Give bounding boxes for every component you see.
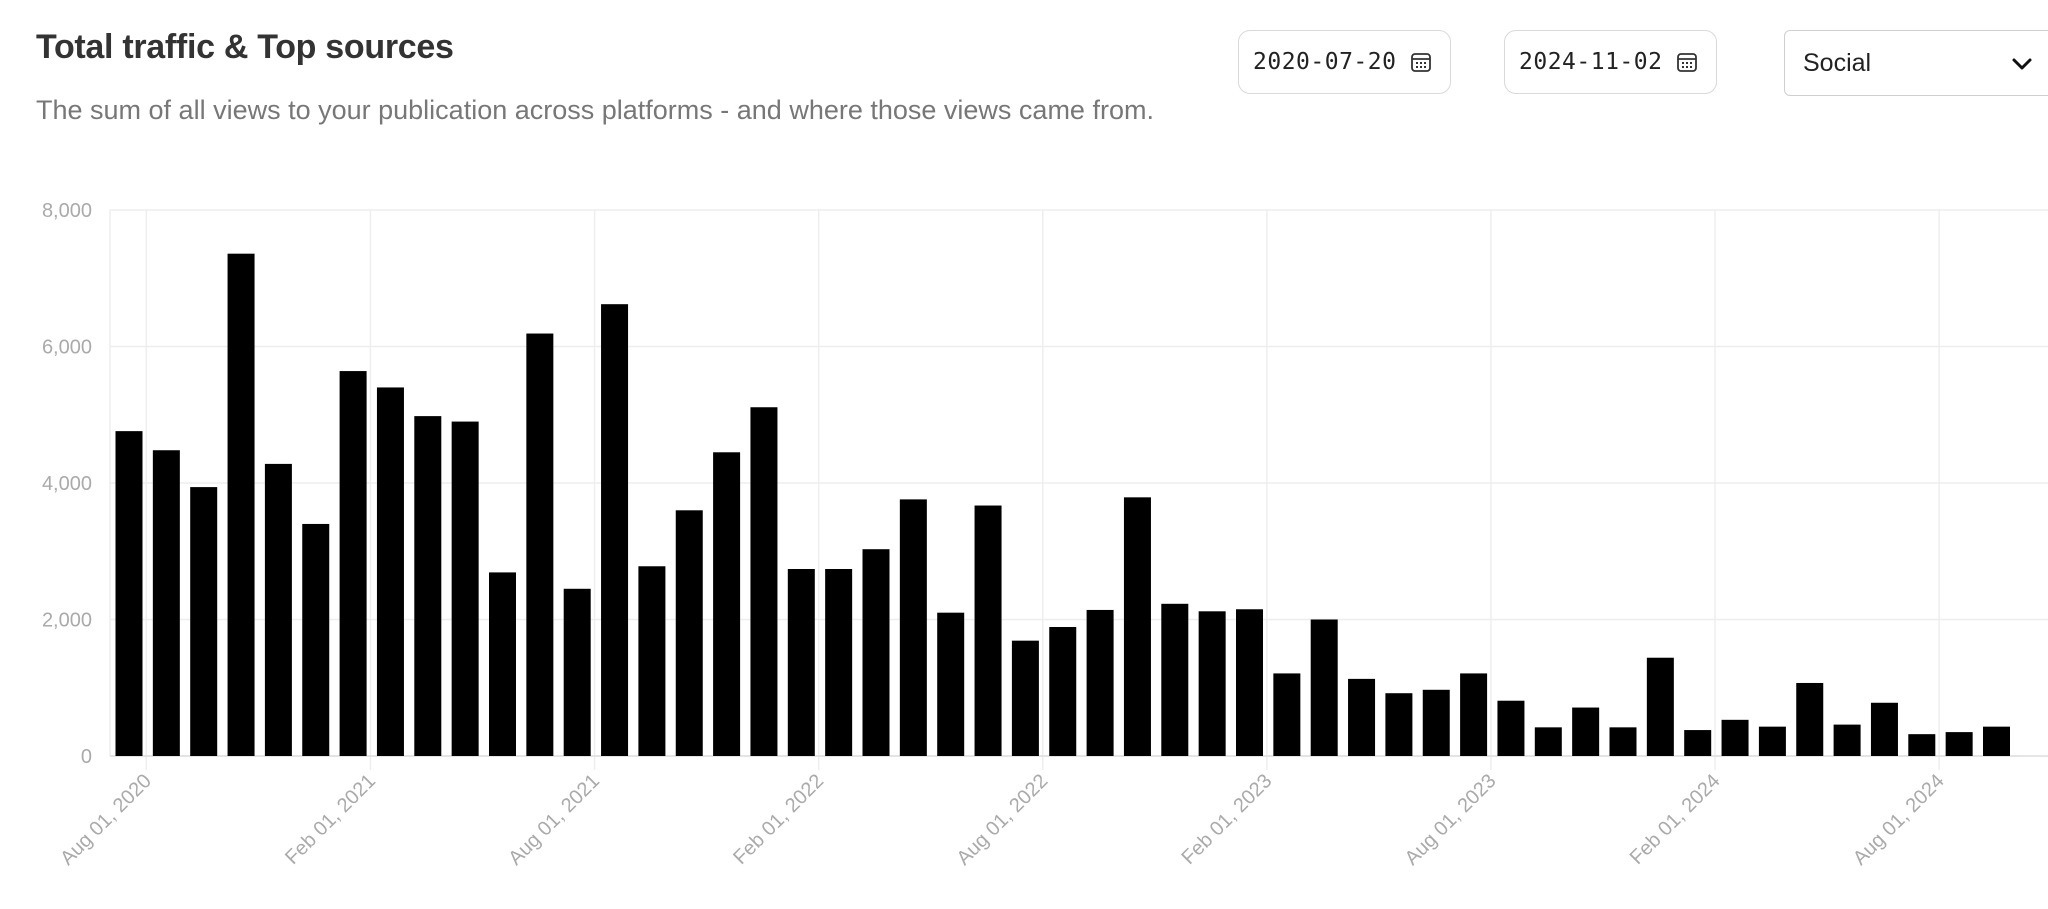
bar-dec-2021[interactable] — [750, 407, 778, 756]
x-tick-label: Feb 01, 2023 — [1177, 770, 1276, 869]
bar-sep-2021[interactable] — [638, 566, 666, 756]
y-tick-label: 8,000 — [42, 200, 92, 222]
bar-feb-2024[interactable] — [1721, 719, 1749, 756]
bar-apr-2021[interactable] — [451, 421, 479, 756]
bar-mar-2021[interactable] — [414, 416, 442, 756]
bar-dec-2020[interactable] — [302, 523, 330, 756]
bar-may-2024[interactable] — [1833, 724, 1861, 756]
y-tick-label: 0 — [81, 746, 92, 768]
bar-may-2022[interactable] — [937, 612, 965, 756]
bar-jul-2021[interactable] — [563, 588, 591, 756]
bar-aug-2024[interactable] — [1945, 732, 1973, 756]
bar-aug-2023[interactable] — [1497, 700, 1525, 756]
bar-nov-2022[interactable] — [1161, 603, 1189, 756]
bar-nov-2021[interactable] — [713, 452, 741, 756]
bar-jul-2020[interactable] — [115, 431, 143, 756]
bar-feb-2022[interactable] — [825, 568, 853, 756]
bar-nov-2023[interactable] — [1609, 727, 1637, 756]
bar-apr-2023[interactable] — [1348, 678, 1376, 756]
bar-jul-2024[interactable] — [1908, 734, 1936, 756]
x-axis: Aug 01, 2020 Feb 01, 2021 Aug 01, 2021 Feb … — [56, 770, 1949, 870]
chevron-down-icon — [2012, 58, 2032, 70]
x-tick-label: Aug 01, 2024 — [1849, 770, 1949, 870]
source-select-value: Social — [1803, 48, 1872, 77]
start-date-picker[interactable]: 2020-07-20 — [1238, 30, 1451, 94]
bar-apr-2022[interactable] — [899, 499, 927, 756]
bar-jun-2024[interactable] — [1870, 702, 1898, 756]
bar-aug-2021[interactable] — [601, 304, 629, 756]
x-tick-label: Feb 01, 2024 — [1626, 770, 1725, 869]
end-date-picker[interactable]: 2024-11-02 — [1504, 30, 1717, 94]
x-tick-label: Aug 01, 2022 — [953, 770, 1053, 870]
bar-jan-2023[interactable] — [1236, 609, 1263, 756]
bar-jun-2023[interactable] — [1422, 689, 1450, 756]
bar-oct-2020[interactable] — [227, 253, 255, 756]
page-subtitle: The sum of all views to your publication… — [36, 95, 1154, 125]
calendar-icon — [1677, 53, 1698, 72]
bar-jun-2022[interactable] — [974, 505, 1002, 756]
bar-oct-2024[interactable] — [2020, 755, 2048, 756]
bar-jun-2021[interactable] — [526, 333, 554, 756]
bar-sep-2022[interactable] — [1086, 609, 1114, 756]
x-tick-label: Feb 01, 2022 — [729, 770, 828, 869]
x-tick-label: Feb 01, 2021 — [281, 770, 380, 869]
bar-aug-2020[interactable] — [152, 450, 180, 756]
y-tick-label: 6,000 — [42, 337, 92, 359]
bar-sep-2020[interactable] — [190, 487, 218, 756]
y-axis: 0 2,000 4,000 6,000 8,000 — [42, 200, 92, 768]
bar-feb-2023[interactable] — [1273, 673, 1301, 756]
bar-aug-2022[interactable] — [1049, 627, 1077, 756]
bar-mar-2024[interactable] — [1758, 726, 1786, 756]
bar-oct-2023[interactable] — [1572, 707, 1600, 756]
x-tick-label: Aug 01, 2023 — [1401, 770, 1501, 870]
bar-jan-2021[interactable] — [339, 371, 367, 756]
x-tick-label: Aug 01, 2021 — [504, 770, 604, 870]
page-title: Total traffic & Top sources — [36, 28, 454, 66]
traffic-bar-chart: 0 2,000 4,000 6,000 8,000 Aug 01, 2020 Feb 01… — [42, 200, 2048, 870]
bar-jul-2022[interactable] — [1011, 640, 1039, 756]
bar-dec-2023[interactable] — [1646, 657, 1674, 756]
bar-jan-2024[interactable] — [1684, 730, 1712, 756]
bar-jan-2022[interactable] — [787, 568, 815, 756]
y-tick-label: 2,000 — [42, 610, 92, 632]
bar-feb-2021[interactable] — [376, 387, 404, 756]
bar-mar-2022[interactable] — [862, 549, 890, 756]
bar-may-2021[interactable] — [489, 572, 516, 756]
bar-oct-2022[interactable] — [1123, 497, 1151, 756]
y-tick-label: 4,000 — [42, 473, 92, 495]
bar-nov-2020[interactable] — [264, 463, 292, 756]
start-date-value: 2020-07-20 — [1253, 49, 1397, 75]
end-date-value: 2024-11-02 — [1519, 49, 1663, 75]
source-select[interactable]: Social — [1784, 30, 2048, 96]
calendar-icon — [1411, 53, 1432, 72]
bar-sep-2023[interactable] — [1534, 727, 1562, 756]
bar-dec-2022[interactable] — [1198, 611, 1226, 756]
bar-mar-2023[interactable] — [1310, 619, 1338, 757]
bar-apr-2024[interactable] — [1796, 682, 1824, 756]
bar-oct-2021[interactable] — [675, 510, 703, 756]
bar-jul-2023[interactable] — [1460, 673, 1488, 756]
bar-may-2023[interactable] — [1385, 693, 1413, 756]
bar-sep-2024[interactable] — [1983, 726, 2010, 756]
bars — [115, 253, 2048, 757]
x-tick-label: Aug 01, 2020 — [56, 770, 156, 870]
